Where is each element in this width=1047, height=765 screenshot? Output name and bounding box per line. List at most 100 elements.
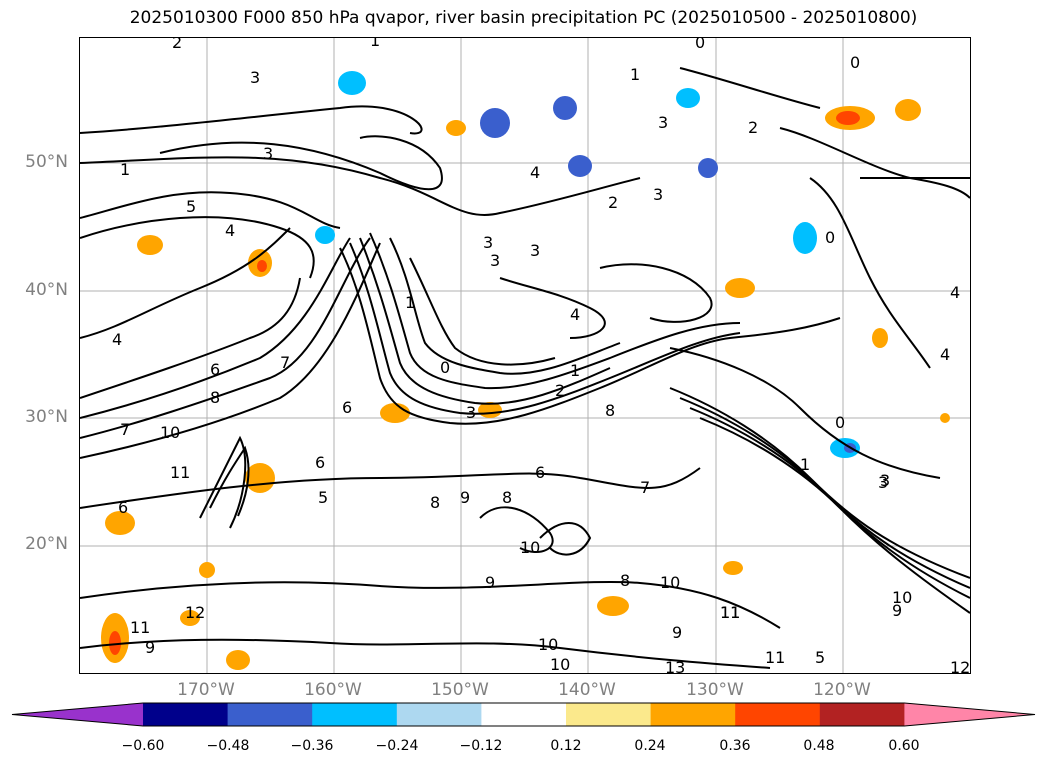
contour-label: 1 [370,38,380,50]
contour-label: 7 [280,353,290,372]
contour-line [679,67,821,109]
contour-line [80,638,771,669]
shade-negative [568,155,592,177]
lon-label-140w: 140°W [558,680,616,700]
contour-line [409,257,556,366]
shade-positive [109,631,121,655]
contour-label: 1 [405,293,415,312]
graticule [80,38,970,673]
contour-line [349,242,741,415]
shade-positive [380,403,410,423]
colorbar-extend-min [12,703,143,726]
contour-label: 11 [765,648,785,667]
contour-label: 11 [130,618,150,637]
contour-label: 11 [170,463,190,482]
contour-label: 8 [430,493,440,512]
contour-label: 4 [225,221,235,240]
map-panel: 2 1 3 0 1 0 0 3 3 2 1 3 4 3 4 2 3 4 5 4 … [79,37,971,674]
contour-line [80,467,701,509]
shade-positive [940,413,950,423]
contour-label: 3 [530,241,540,260]
colorbar-tick: −0.48 [206,738,250,754]
lon-label-120w: 120°W [813,680,871,700]
contour-line [479,506,554,553]
shade-positive [872,328,888,348]
contour-label: 3 [878,473,888,492]
shade-positive [245,463,275,493]
shade-positive [137,235,163,255]
colorbar-tick: −0.24 [375,738,419,754]
contour-line [80,237,351,419]
contour-label: 7 [120,420,130,439]
contour-label: 9 [460,488,470,507]
contour-label: 10 [892,588,912,607]
contour-label: 10 [550,655,570,673]
contour-line [699,417,970,614]
colorbar-tick: 0.24 [634,738,666,754]
colorbar-segment [143,703,229,726]
contour-label: 2 [172,38,182,52]
shade-negative [553,96,577,120]
contour-line [669,347,941,479]
contour-label: 10 [538,635,558,654]
shade-negative [315,226,335,244]
contour-label: 11 [720,603,740,622]
contour-label: 3 [250,68,260,87]
lon-label-130w: 130°W [686,680,744,700]
colorbar-tick: 0.36 [719,738,751,754]
shade-negative [338,71,366,95]
shade-positive [257,260,267,272]
contour-label: 10 [160,423,180,442]
contour-label: 10 [660,573,680,592]
colorbar-segment [312,703,398,726]
contour-label: 2 [748,118,758,137]
contour-label: 0 [695,38,705,52]
contour-line [80,227,291,339]
contour-label: 4 [570,305,580,324]
shade-negative [793,222,817,254]
colorbar-tick: 0.12 [550,738,582,754]
shade-positive [199,562,215,578]
colorbar-outline [11,702,1036,727]
contour-label: 0 [825,228,835,247]
contour-line [80,237,371,439]
contour-label: 1 [800,455,810,474]
shade-positive [180,610,200,626]
contour-label: 1 [630,65,640,84]
contour-line [80,277,301,399]
contour-label: 6 [118,498,128,517]
contour-label: 6 [342,398,352,417]
contour-label: 9 [485,573,495,592]
contour-label: 3 [658,113,668,132]
colorbar-tick: 0.60 [888,738,920,754]
colorbar-segment [650,703,736,726]
contour-line [80,156,641,216]
shade-positive [597,596,629,616]
contour-label: 8 [620,571,630,590]
contour-label: 13 [665,658,685,673]
contour-label: 1 [120,160,130,179]
contour-line [389,237,621,375]
colorbar-segment [481,703,567,726]
contour-line [359,237,611,405]
contour-label: 4 [112,330,122,349]
colorbar-segment [396,703,482,726]
lon-label-170w: 170°W [177,680,235,700]
contour-label: 5 [186,197,196,216]
contour-line [499,277,606,339]
contour-label: 12 [950,658,970,673]
contour-label: 6 [210,360,220,379]
precip-shading [101,71,950,670]
contour-line [80,216,315,279]
shade-positive [895,99,921,121]
colorbar-tick: −0.60 [121,738,165,754]
contour-label: 12 [185,603,205,622]
colorbar-segment [735,703,821,726]
map-canvas: 2 1 3 0 1 0 0 3 3 2 1 3 4 3 4 2 3 4 5 4 … [80,38,970,673]
shade-positive [725,278,755,298]
contour-line [80,191,341,229]
contour-label: 10 [520,538,540,557]
contour-label: 2 [555,381,565,400]
contour-label: 0 [440,358,450,377]
contour-line [669,387,970,579]
